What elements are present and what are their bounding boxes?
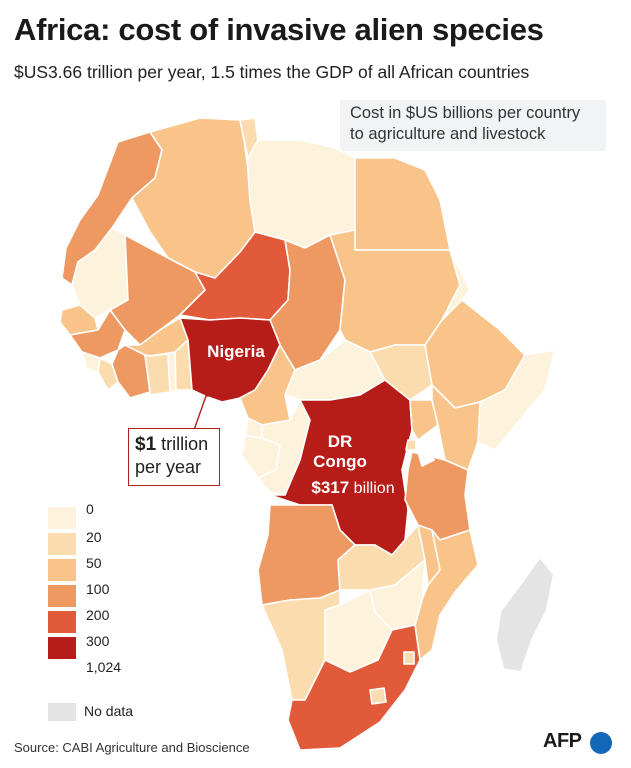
country-libya	[247, 139, 356, 249]
nigeria-callout-rest: per year	[135, 457, 202, 477]
map-note-line-2: to agriculture and livestock	[350, 125, 546, 143]
country-uganda	[409, 399, 439, 441]
scale-tick-200: 200	[86, 607, 110, 623]
scale-tick-100: 100	[86, 581, 110, 597]
label-drc-line-1: DR	[327, 432, 353, 451]
map-note-line-1: Cost in $US billions per country	[350, 104, 581, 122]
page-subtitle: $US3.66 trillion per year, 1.5 times the…	[14, 62, 530, 82]
country-cameroon	[239, 344, 296, 426]
label-drc-unit: billion	[353, 480, 395, 497]
scale-tick-max: 1,024	[86, 659, 122, 675]
scale-swatch-1	[48, 507, 76, 529]
country-rwanda	[405, 439, 417, 451]
label-nigeria: Nigeria	[207, 342, 265, 361]
lake-victoria	[417, 447, 435, 467]
no-data-swatch	[48, 703, 76, 721]
label-drc: DR Congo	[300, 432, 380, 472]
scale-swatch-6	[48, 637, 76, 659]
scale-swatch-4	[48, 585, 76, 607]
scale-swatch-3	[48, 559, 76, 581]
nigeria-callout: $1 trillion per year	[128, 428, 220, 486]
scale-tick-20: 20	[86, 529, 102, 545]
country-eswatini	[403, 651, 415, 665]
afp-logo-dot	[590, 732, 612, 754]
label-drc-line-2: Congo	[313, 452, 367, 471]
nigeria-callout-unit: trillion	[161, 434, 209, 454]
label-drc-value: $317 billion	[288, 478, 418, 499]
nigeria-callout-pointer	[193, 394, 219, 431]
nigeria-callout-value: $1	[135, 434, 157, 455]
country-lesotho	[369, 687, 387, 705]
scale-swatch-2	[48, 533, 76, 555]
no-data-label: No data	[84, 703, 134, 719]
scale-tick-0: 0	[86, 501, 94, 517]
country-madagascar	[497, 559, 553, 671]
scale-tick-300: 300	[86, 633, 110, 649]
map-note: Cost in $US billions per country to agri…	[340, 100, 606, 151]
country-rep-congo	[257, 399, 311, 496]
label-drc-amount: $317	[311, 478, 350, 497]
page-title: Africa: cost of invasive alien species	[14, 12, 544, 47]
country-south-africa	[287, 624, 421, 751]
country-somalia	[477, 349, 556, 451]
country-egypt	[354, 157, 451, 251]
source-note: Source: CABI Agriculture and Bioscience	[14, 740, 250, 755]
scale-swatch-5	[48, 611, 76, 633]
scale-tick-50: 50	[86, 555, 102, 571]
afp-logo-text: AFP	[543, 730, 582, 752]
